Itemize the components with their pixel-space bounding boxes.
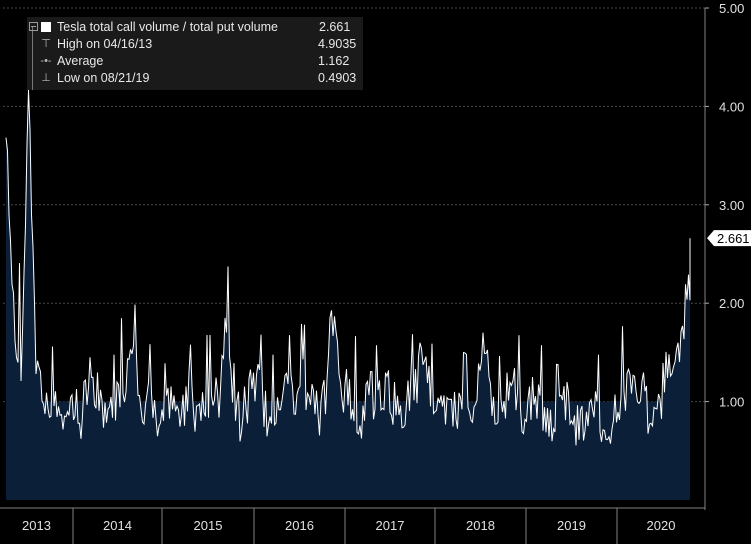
- legend-series-row[interactable]: Tesla total call volume / total put volu…: [27, 19, 363, 35]
- x-tick-label-2014: 2014: [103, 518, 132, 533]
- legend-tree-line: [32, 27, 33, 90]
- chart-legend: Tesla total call volume / total put volu…: [27, 17, 363, 90]
- series-area: [5, 89, 691, 500]
- collapse-icon[interactable]: [29, 22, 38, 31]
- legend-average-value: 1.162: [318, 54, 350, 68]
- legend-current-value: 2.661: [319, 20, 351, 34]
- average-marker-icon: -•-: [40, 55, 52, 67]
- legend-series-title: Tesla total call volume / total put volu…: [57, 20, 278, 34]
- x-tick-label-2020: 2020: [647, 518, 676, 533]
- x-axis: 2013 2014 2015 2016 2017 2018 2019 2020: [0, 507, 705, 544]
- y-axis: 1.00 2.00 3.00 4.00 5.00: [704, 1, 744, 510]
- y-tick-label-4.00: 4.00: [719, 99, 744, 114]
- x-tick-label-2018: 2018: [466, 518, 495, 533]
- legend-high-row: ⊤ High on 04/16/13 4.9035: [27, 36, 363, 52]
- last-value-label: 2.661: [717, 231, 750, 246]
- x-tick-label-2015: 2015: [194, 518, 223, 533]
- low-marker-icon: ⊥: [41, 72, 51, 84]
- x-tick-label-2016: 2016: [285, 518, 314, 533]
- x-tick-label-2019: 2019: [557, 518, 586, 533]
- x-tick-label-2017: 2017: [376, 518, 405, 533]
- last-value-marker: 2.661: [707, 230, 751, 247]
- legend-low-label: Low on 08/21/19: [57, 71, 150, 85]
- series-line: [5, 89, 691, 446]
- y-tick-label-5.00: 5.00: [719, 1, 744, 16]
- y-tick-label-3.00: 3.00: [719, 198, 744, 213]
- high-marker-icon: ⊤: [41, 38, 51, 50]
- legend-high-value: 4.9035: [318, 37, 357, 51]
- legend-low-row: ⊥ Low on 08/21/19 0.4903: [27, 70, 363, 86]
- area-fill: [6, 90, 690, 500]
- last-value-badge: [707, 230, 751, 247]
- x-tick-label-2013: 2013: [22, 518, 51, 533]
- legend-average-row: -•- Average 1.162: [27, 53, 363, 69]
- legend-low-value: 0.4903: [318, 71, 357, 85]
- y-tick-label-2.00: 2.00: [719, 296, 744, 311]
- legend-average-label: Average: [57, 54, 104, 68]
- y-tick-label-1.00: 1.00: [719, 395, 744, 410]
- legend-high-label: High on 04/16/13: [57, 37, 153, 51]
- series-swatch-icon: [41, 22, 51, 32]
